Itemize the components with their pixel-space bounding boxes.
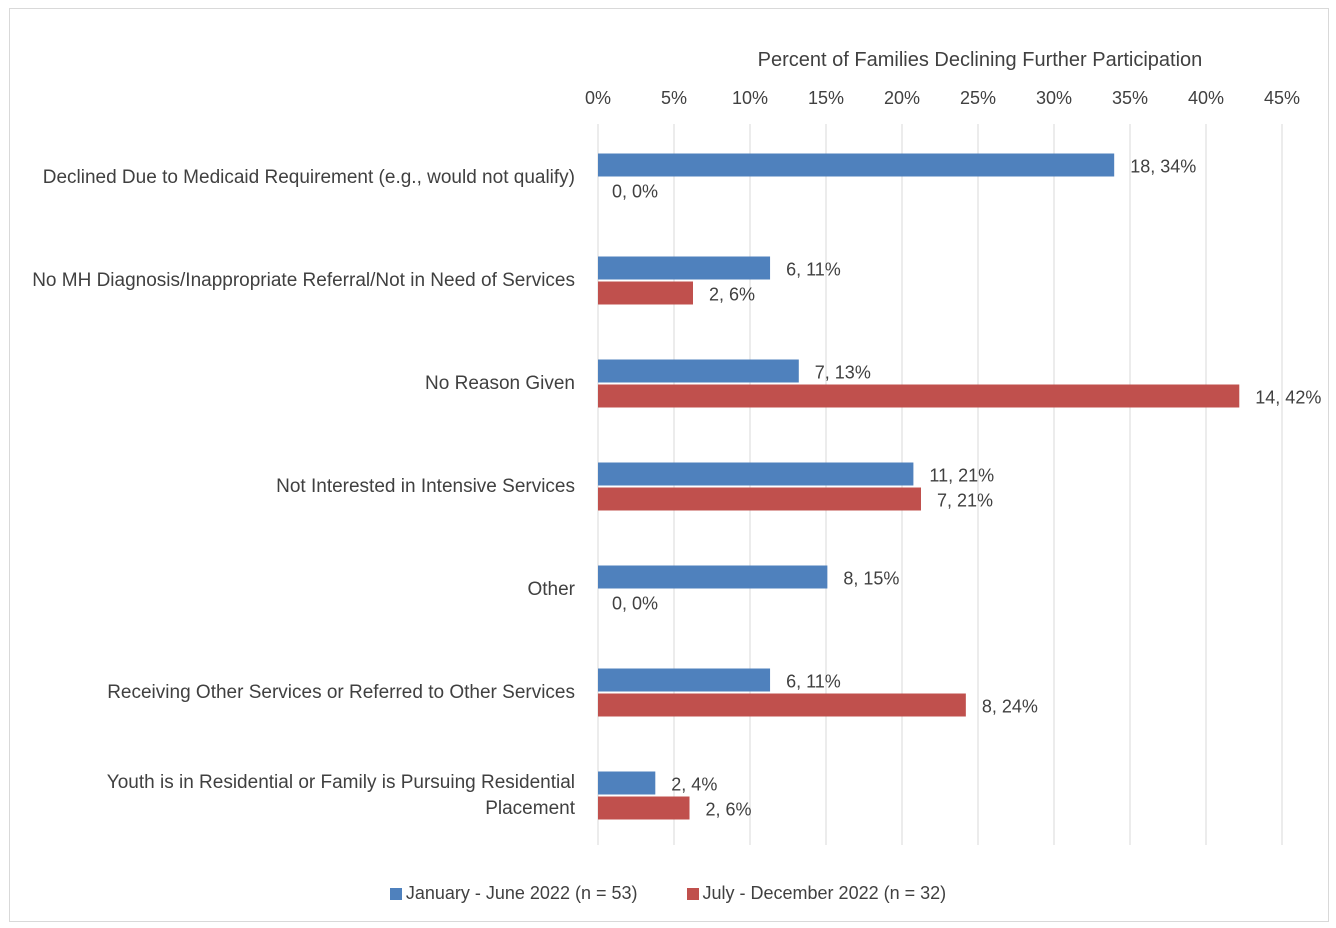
bar bbox=[598, 462, 914, 486]
data-label: 0, 0% bbox=[612, 594, 658, 614]
category-label: No MH Diagnosis/Inappropriate Referral/N… bbox=[32, 269, 575, 291]
data-label: 14, 42% bbox=[1255, 388, 1321, 408]
data-label: 8, 24% bbox=[982, 697, 1038, 717]
bar bbox=[598, 153, 1115, 177]
legend-label-series-2: July - December 2022 (n = 32) bbox=[702, 883, 947, 903]
bar bbox=[598, 359, 799, 383]
x-tick-label: 35% bbox=[1112, 88, 1148, 108]
x-tick-label: 40% bbox=[1188, 88, 1224, 108]
data-label: 11, 21% bbox=[929, 466, 994, 486]
data-label: 2, 6% bbox=[709, 285, 755, 305]
category-label: Not Interested in Intensive Services bbox=[276, 475, 575, 497]
data-label: 7, 21% bbox=[937, 491, 993, 511]
x-tick-label: 25% bbox=[960, 88, 996, 108]
bar bbox=[598, 384, 1240, 408]
data-label: 18, 34% bbox=[1130, 157, 1196, 177]
data-label: 2, 6% bbox=[706, 800, 752, 820]
data-label: 8, 15% bbox=[843, 569, 899, 589]
category-label: No Reason Given bbox=[425, 372, 575, 394]
bar bbox=[598, 565, 828, 589]
legend-item-series-1: January - June 2022 (n = 53) bbox=[389, 883, 638, 904]
x-axis-title: Percent of Families Declining Further Pa… bbox=[758, 49, 1203, 71]
legend: January - June 2022 (n = 53) July - Dece… bbox=[0, 883, 1336, 904]
bar bbox=[598, 771, 656, 795]
x-tick-label: 0% bbox=[585, 88, 611, 108]
legend-label-series-1: January - June 2022 (n = 53) bbox=[405, 883, 638, 903]
data-label: 0, 0% bbox=[612, 182, 658, 202]
bar bbox=[598, 693, 966, 717]
bar bbox=[598, 796, 690, 820]
category-label: Receiving Other Services or Referred to … bbox=[107, 681, 575, 703]
legend-swatch-series-1 bbox=[389, 888, 402, 900]
x-tick-label: 10% bbox=[732, 88, 768, 108]
category-label: Other bbox=[527, 578, 575, 600]
chart-frame bbox=[9, 8, 1329, 922]
legend-swatch-series-2 bbox=[686, 888, 699, 900]
legend-item-series-2: July - December 2022 (n = 32) bbox=[686, 883, 947, 904]
data-label: 7, 13% bbox=[815, 363, 871, 383]
category-label: Declined Due to Medicaid Requirement (e.… bbox=[42, 166, 575, 188]
x-tick-label: 20% bbox=[884, 88, 920, 108]
category-label: Youth is in Residential or Family is Pur… bbox=[106, 771, 575, 819]
data-label: 6, 11% bbox=[786, 260, 841, 280]
bar bbox=[598, 487, 921, 511]
bar bbox=[598, 668, 771, 692]
x-tick-label: 5% bbox=[661, 88, 687, 108]
bar bbox=[598, 256, 771, 280]
bar bbox=[598, 281, 693, 305]
data-label: 6, 11% bbox=[786, 672, 841, 692]
x-tick-label: 15% bbox=[808, 88, 844, 108]
x-tick-label: 45% bbox=[1264, 88, 1300, 108]
data-label: 2, 4% bbox=[671, 775, 717, 795]
x-tick-label: 30% bbox=[1036, 88, 1072, 108]
